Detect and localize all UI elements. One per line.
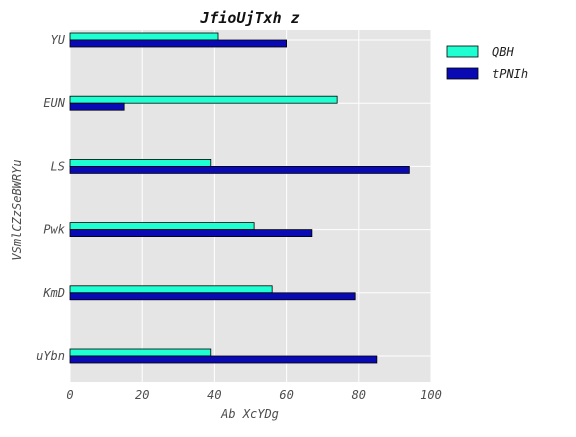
bar-tPNIh-uYbn (69, 355, 378, 364)
bar-QBH-uYbn (69, 348, 212, 357)
legend-label-tPNIh: tPNIh (492, 67, 528, 81)
legend-swatch-QBH (446, 45, 479, 58)
x-tick-label: 40 (207, 388, 221, 402)
bars (69, 32, 410, 364)
bar-tPNIh-LS (69, 165, 410, 174)
x-tick-label: 0 (66, 388, 73, 402)
y-tick-label: Pwk (43, 223, 65, 237)
y-tick-label: YU (51, 33, 66, 47)
bar-QBH-LS (69, 158, 212, 167)
y-tick-label: uYbn (36, 349, 65, 363)
y-tick-label: LS (51, 159, 65, 173)
y-axis-label: VSmlCZzSeBWRYu (10, 159, 24, 260)
bar-QBH-KmD (69, 285, 273, 294)
y-tick-label: EUN (43, 96, 65, 110)
x-tick-label: 20 (135, 388, 149, 402)
bar-QBH-EUN (69, 95, 338, 104)
bar-tPNIh-Pwk (69, 229, 313, 238)
x-axis-label: Ab XcYDg (220, 407, 279, 421)
bar-QBH-YU (69, 32, 219, 41)
bar-tPNIh-KmD (69, 292, 356, 301)
y-tick-label: KmD (42, 286, 65, 300)
legend-label-QBH: QBH (492, 45, 514, 59)
x-tick-label: 80 (352, 388, 366, 402)
chart-title: JfioUjTxh z (199, 9, 299, 27)
bar-QBH-Pwk (69, 222, 255, 231)
x-tick-label: 60 (279, 388, 293, 402)
x-tick-labels: 0 20 40 60 80 100 (66, 388, 441, 402)
plot-background (70, 30, 431, 382)
y-tick-labels: uYbn KmD Pwk LS EUN YU (36, 33, 66, 363)
legend-swatch-tPNIh (446, 67, 479, 80)
bar-tPNIh-EUN (69, 102, 125, 111)
x-tick-label: 100 (420, 388, 442, 402)
legend: QBH tPNIh (446, 45, 528, 81)
bar-tPNIh-YU (69, 39, 288, 48)
